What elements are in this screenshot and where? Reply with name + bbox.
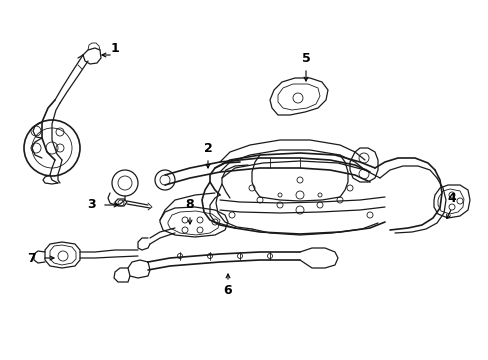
Text: 1: 1 bbox=[110, 41, 119, 54]
Text: 5: 5 bbox=[301, 51, 310, 64]
Text: 2: 2 bbox=[203, 141, 212, 154]
Text: 7: 7 bbox=[27, 252, 36, 265]
Text: 6: 6 bbox=[223, 284, 232, 297]
Text: 8: 8 bbox=[185, 198, 194, 211]
Text: 4: 4 bbox=[447, 192, 455, 204]
Text: 3: 3 bbox=[87, 198, 96, 211]
